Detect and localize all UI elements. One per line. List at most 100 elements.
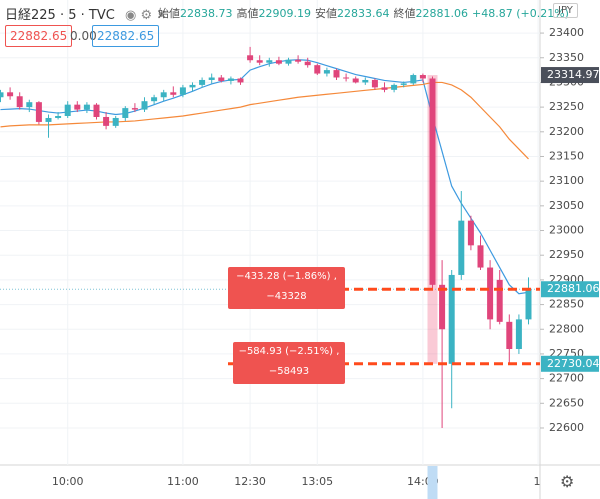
x-tick-label: 13:05 [301, 475, 333, 488]
y-tick-label: 23150 [549, 149, 584, 162]
candle-body [189, 84, 196, 88]
candle-body [227, 78, 234, 81]
price-marker-label: 22881.06 [547, 282, 600, 295]
candle-body [458, 220, 465, 275]
ohlc-value: 22838.73 [180, 7, 233, 20]
candle-body [391, 84, 398, 90]
candle-body [179, 87, 186, 95]
ohlc-label: 終値 [393, 7, 416, 20]
candle-body [199, 79, 206, 85]
y-tick-label: 22600 [549, 421, 584, 434]
y-tick-label: 22650 [549, 396, 584, 409]
price-marker [541, 281, 599, 298]
ohlc-line: 始値22838.73 高値22909.19 安値22833.64 終値22881.06… [158, 5, 569, 21]
candle-body [256, 60, 263, 63]
candle-body [352, 78, 359, 83]
y-tick-label: 23200 [549, 125, 584, 138]
change: +48.87 (+0.21%) [472, 7, 569, 20]
x-tick-label: 10:00 [52, 475, 84, 488]
settings-icon[interactable]: ⚙ [560, 472, 575, 491]
ma-line [0, 81, 529, 160]
candle-body [275, 60, 282, 64]
exchange: TVC [88, 8, 115, 23]
x-tick-label: 12:30 [234, 475, 266, 488]
price-marker-label: 22730.04 [547, 357, 600, 370]
candle-body [304, 61, 311, 66]
candle-body [64, 104, 71, 117]
y-tick-label: 23000 [549, 224, 584, 237]
symbol: 日経225 [5, 8, 56, 23]
candle-body [429, 78, 436, 285]
candle-body [371, 79, 378, 88]
candle-body [525, 289, 532, 320]
ohlc-value: 22833.64 [337, 7, 390, 20]
candle-body [208, 77, 215, 80]
candle-body [160, 92, 167, 98]
candle-body [496, 279, 503, 322]
candle-body [487, 267, 494, 320]
time-highlight [427, 466, 438, 499]
symbol-line[interactable]: 日経225 · 5 · TVC ◉ ⚙ ✕ [5, 8, 168, 23]
candle-body [0, 92, 4, 98]
y-tick-label: 22700 [549, 372, 584, 385]
candle-body [7, 92, 14, 97]
measure-text: −584.93 (−2.51%) , −58493 [238, 345, 340, 377]
candle-body [16, 96, 23, 108]
candle-body [26, 102, 33, 108]
ma-line [0, 59, 529, 295]
candle-body [266, 60, 273, 63]
candle-body [343, 77, 350, 79]
measure-box: −584.93 (−2.51%) , −58493 1 バー, 5分 [233, 341, 345, 397]
spread: 0.00 [70, 29, 97, 43]
x-tick-label: 11:00 [167, 475, 199, 488]
candle-body [333, 70, 340, 78]
y-tick-label: 22850 [549, 298, 584, 311]
candle-body [170, 92, 177, 95]
candle-body [45, 117, 52, 122]
y-tick-label: 23250 [549, 100, 584, 113]
price-marker [541, 67, 599, 84]
candle-body [237, 78, 244, 83]
candle-body [314, 65, 321, 74]
candle-body [362, 79, 369, 83]
y-tick-label: 22950 [549, 248, 584, 261]
currency-button[interactable]: JPY [553, 3, 578, 18]
candle-body [218, 77, 225, 81]
ohlc-label: 高値 [236, 7, 259, 20]
bid-box[interactable]: 22882.65 [5, 25, 73, 47]
candle-body [83, 104, 90, 110]
candle-body [439, 284, 446, 330]
y-tick-label: 22800 [549, 322, 584, 335]
ohlc-label: 安値 [315, 7, 337, 20]
candle-body [410, 75, 417, 84]
ask-box[interactable]: 22882.65 [92, 25, 160, 47]
y-tick-label: 23400 [549, 26, 584, 39]
y-tick-label: 23350 [549, 51, 584, 64]
candle-body [131, 108, 138, 110]
candle-body [506, 321, 513, 349]
measure-box: −433.28 (−1.86%) , −43328 0 バー, [228, 267, 345, 322]
ohlc-label: 始値 [158, 7, 180, 20]
candle-body [55, 116, 62, 118]
candle-body [74, 104, 81, 110]
candle-body [448, 274, 455, 364]
candle-body [151, 97, 158, 102]
eye-icon[interactable]: ◉ ⚙ ✕ [124, 8, 168, 23]
y-tick-label: 23100 [549, 174, 584, 187]
candle-body [323, 70, 330, 74]
price-marker-label: 23314.97 [547, 68, 600, 81]
candle-body [419, 75, 426, 79]
measure-text: −433.28 (−1.86%) , −43328 [236, 271, 337, 303]
interval: 5 [68, 8, 77, 23]
measure-text: 1 バー, 5分 [262, 385, 316, 397]
x-tick-label: 1 [534, 475, 541, 488]
candle-body [141, 101, 148, 110]
candle-body [35, 102, 42, 122]
candle-body [247, 55, 254, 61]
ohlc-value: 22881.06 [415, 7, 469, 20]
candle-body [103, 116, 110, 126]
candle-body [295, 59, 302, 62]
candle-body [122, 108, 129, 118]
